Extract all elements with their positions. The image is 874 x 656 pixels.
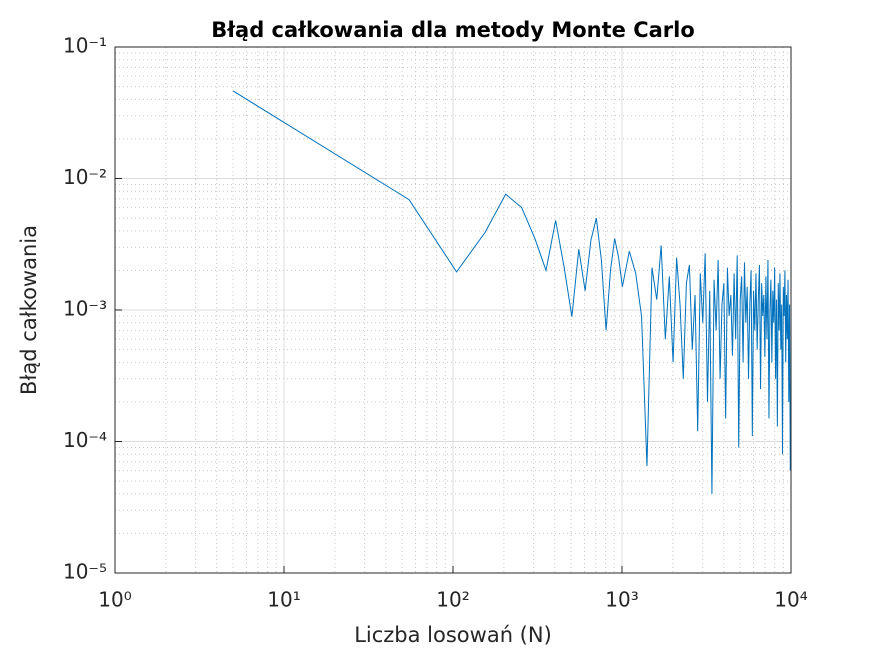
x-tick-label: 10⁴ [774,588,807,612]
x-tick-label: 10⁰ [98,588,131,612]
chart-title: Błąd całkowania dla metody Monte Carlo [211,18,695,42]
data-line [232,90,791,494]
y-tick-label: 10⁻⁵ [63,560,107,584]
x-axis-label: Liczba losowań (N) [354,623,552,647]
y-axis-label: Błąd całkowania [17,225,41,395]
y-tick-label: 10⁻¹ [63,34,107,58]
y-tick-label: 10⁻² [63,165,107,189]
x-tick-label: 10² [436,588,469,612]
axes-box [114,46,792,574]
x-tick-label: 10³ [605,588,638,612]
y-tick-label: 10⁻³ [63,297,107,321]
x-tick-label: 10¹ [267,588,300,612]
y-tick-label: 10⁻⁴ [63,428,107,452]
